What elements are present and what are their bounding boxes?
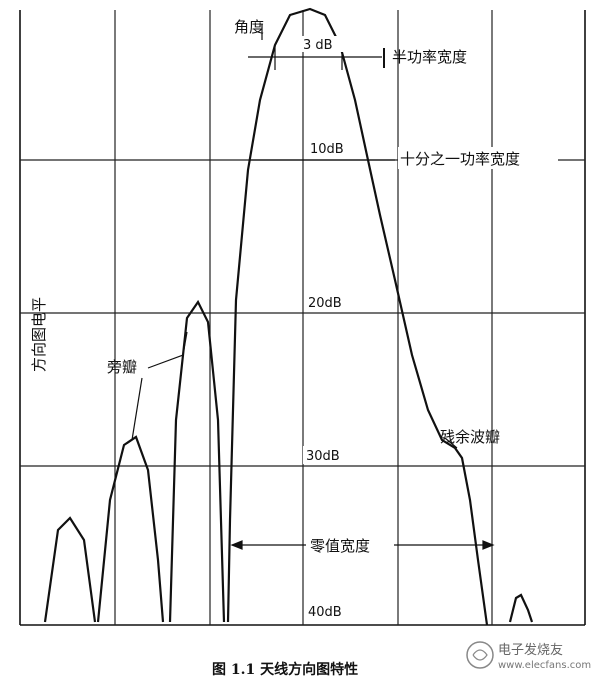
watermark-url: www.elecfans.com bbox=[498, 660, 591, 671]
watermark: 电子发烧友 www.elecfans.com bbox=[466, 641, 591, 671]
measurement-markers bbox=[131, 24, 495, 550]
tick-label-30db: 30dB bbox=[306, 449, 340, 464]
tick-label-10db: 10dB bbox=[310, 142, 344, 157]
sidelobe-leader-2 bbox=[131, 377, 143, 441]
y-axis-label: 方向图电平 bbox=[30, 297, 48, 372]
db-level-labels: 3 dB 10dB 20dB 30dB 40dB bbox=[300, 36, 355, 620]
sidelobe-label: 旁瓣 bbox=[107, 358, 137, 376]
watermark-text: 电子发烧友 bbox=[498, 642, 563, 658]
pattern-curves bbox=[43, 7, 534, 626]
angle-label: 角度 bbox=[234, 18, 264, 36]
tick-label-20db: 20dB bbox=[308, 296, 342, 311]
null-width-label: 零值宽度 bbox=[310, 537, 370, 555]
watermark-logo-icon bbox=[466, 641, 494, 669]
figure-caption: 图 1.1 天线方向图特性 bbox=[212, 661, 358, 678]
side-lobe-2 bbox=[96, 435, 165, 623]
main-lobe-line bbox=[226, 7, 489, 626]
null-width-arrow-right bbox=[482, 540, 495, 550]
residual-leader bbox=[444, 437, 458, 449]
side-lobe-3 bbox=[43, 516, 97, 623]
tick-label-40db: 40dB bbox=[308, 605, 342, 620]
side-lobe-4 bbox=[508, 593, 534, 623]
tick-label-3db: 3 dB bbox=[303, 38, 333, 53]
tenth-power-width-label: 十分之一功率宽度 bbox=[400, 150, 520, 168]
annotation-labels: 角度 半功率宽度 十分之一功率宽度 旁瓣 残余波瓣 零值宽度 方向图电平 bbox=[30, 18, 558, 555]
grid bbox=[20, 10, 585, 625]
side-lobe-1 bbox=[168, 299, 226, 623]
null-width-arrow-left bbox=[230, 540, 243, 550]
sidelobe-leader-1 bbox=[147, 331, 188, 369]
half-power-width-label: 半功率宽度 bbox=[392, 48, 467, 66]
residual-lobe-label: 残余波瓣 bbox=[440, 428, 500, 446]
